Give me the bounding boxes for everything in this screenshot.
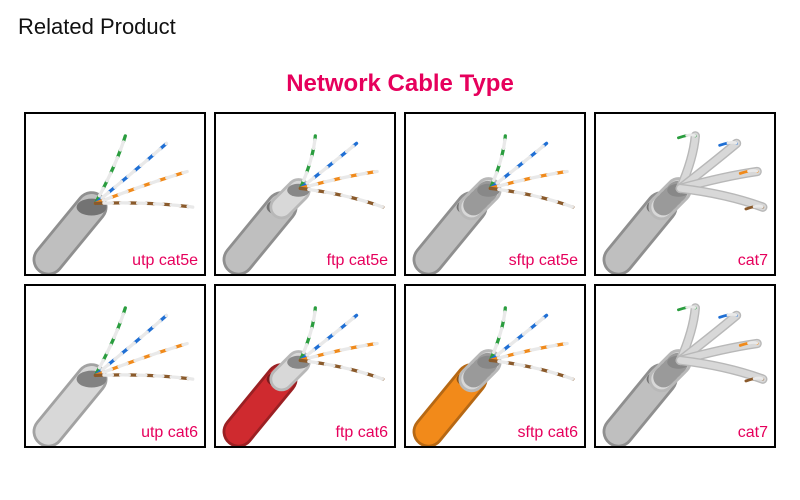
- cable-caption: sftp cat5e: [509, 252, 578, 270]
- cable-illustration: [406, 286, 584, 446]
- cable-illustration: [216, 114, 394, 274]
- cable-cell: utp cat5e: [24, 112, 206, 276]
- cable-cell: ftp cat6: [214, 284, 396, 448]
- cable-illustration: [596, 286, 774, 446]
- cable-cell: cat7: [594, 284, 776, 448]
- cable-caption: ftp cat6: [336, 424, 388, 442]
- cable-cell: cat7: [594, 112, 776, 276]
- cable-caption: cat7: [738, 252, 768, 270]
- cable-caption: ftp cat5e: [327, 252, 388, 270]
- cable-illustration: [216, 286, 394, 446]
- cable-cell: sftp cat5e: [404, 112, 586, 276]
- cable-illustration: [26, 286, 204, 446]
- cable-caption: cat7: [738, 424, 768, 442]
- cable-grid: utp cat5e ftp cat5e sftp cat5e cat7 utp cat6…: [18, 112, 782, 448]
- cable-illustration: [406, 114, 584, 274]
- cable-caption: utp cat5e: [132, 252, 198, 270]
- cable-caption: sftp cat6: [518, 424, 578, 442]
- cable-cell: utp cat6: [24, 284, 206, 448]
- cable-caption: utp cat6: [141, 424, 198, 442]
- grid-title: Network Cable Type: [18, 70, 782, 98]
- cable-illustration: [26, 114, 204, 274]
- cable-cell: sftp cat6: [404, 284, 586, 448]
- cable-cell: ftp cat5e: [214, 112, 396, 276]
- cable-illustration: [596, 114, 774, 274]
- section-heading: Related Product: [18, 14, 782, 40]
